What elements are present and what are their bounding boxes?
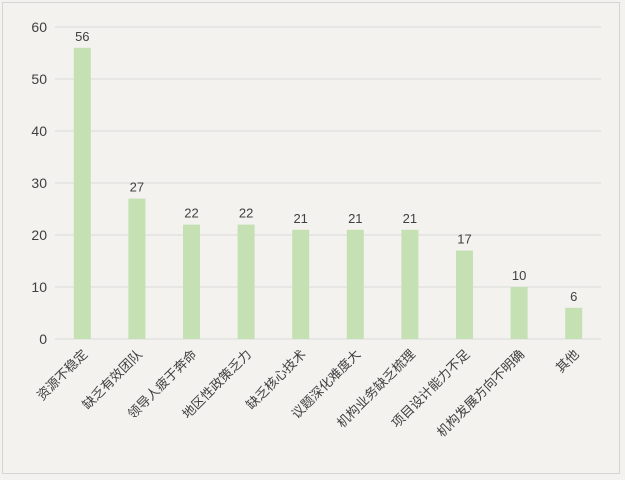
bar — [73, 47, 91, 340]
bar — [346, 229, 364, 339]
bar — [128, 198, 146, 339]
bar — [456, 250, 473, 339]
bar-chart: 0 10 20 30 40 50 60 56 27 22 22 21 21 21 17 10 6 资源不稳定缺… — [31, 19, 601, 441]
data-label: 22 — [239, 206, 253, 221]
data-label: 56 — [75, 29, 89, 44]
x-axis: 资源不稳定缺乏有效团队领导人疲于奔命地区性政策乏力缺乏核心技术议题深化难度大机构… — [34, 347, 583, 441]
bar — [292, 229, 310, 339]
data-label: 17 — [457, 232, 471, 247]
x-tick-label: 其他 — [554, 347, 583, 376]
data-label: 21 — [403, 211, 417, 226]
bar — [565, 307, 583, 339]
data-label: 22 — [184, 206, 198, 221]
data-label: 6 — [570, 289, 577, 304]
y-tick-label: 40 — [31, 123, 47, 139]
bar — [401, 229, 419, 339]
chart-frame: 0 10 20 30 40 50 60 56 27 22 22 21 21 21 17 10 6 资源不稳定缺… — [2, 2, 620, 474]
y-tick-label: 60 — [31, 19, 47, 35]
bars — [73, 47, 583, 340]
y-tick-label: 10 — [31, 279, 47, 295]
gridlines — [55, 26, 601, 340]
data-label: 21 — [293, 211, 307, 226]
bar — [510, 287, 528, 339]
y-axis: 0 10 20 30 40 50 60 — [31, 19, 47, 347]
data-label: 10 — [512, 268, 526, 283]
x-tick-label: 资源不稳定 — [34, 347, 91, 404]
data-label: 27 — [130, 180, 144, 195]
y-tick-label: 0 — [39, 331, 47, 347]
bar — [183, 224, 200, 339]
data-label: 21 — [348, 211, 362, 226]
y-tick-label: 20 — [31, 227, 47, 243]
y-tick-label: 50 — [31, 71, 47, 87]
y-tick-label: 30 — [31, 175, 47, 191]
data-labels: 56 27 22 22 21 21 21 17 10 6 — [75, 29, 577, 304]
bar — [237, 224, 255, 339]
